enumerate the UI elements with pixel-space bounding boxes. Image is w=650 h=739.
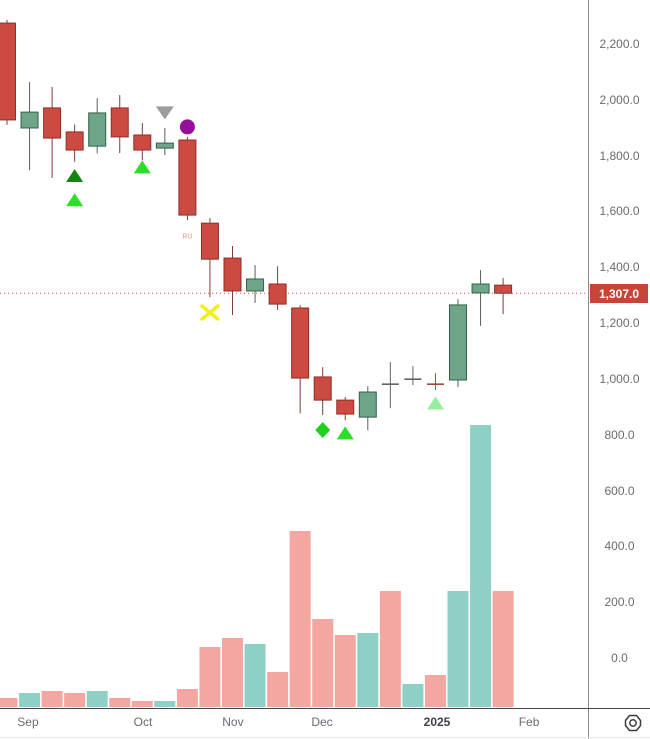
volume-bar (244, 644, 266, 707)
candle-body (43, 107, 62, 139)
candle-body (88, 112, 107, 147)
signal-triangle-up-icon (66, 193, 84, 207)
price-tick-label: 1,400.0 (599, 260, 640, 275)
candle-body (20, 111, 39, 129)
price-tick-label: 600.0 (604, 483, 635, 498)
candle-body (246, 278, 265, 292)
volume-bar (222, 638, 243, 707)
volume-bar (19, 693, 41, 707)
candle-body (449, 304, 467, 381)
volume-bar (64, 693, 86, 707)
candle-body (65, 131, 84, 151)
candle-body (494, 284, 513, 294)
signal-triangle-up-icon (426, 396, 444, 410)
signal-triangle-up-icon (133, 160, 151, 174)
price-tick-label: 1,800.0 (599, 148, 640, 163)
candlestick-pane[interactable]: RU (0, 0, 588, 708)
price-axis-border (588, 0, 589, 739)
last-price-badge: 1,307.0 (590, 284, 648, 303)
time-tick-label: 2025 (423, 715, 451, 729)
volume-bar (109, 698, 131, 707)
candle-body (471, 283, 490, 294)
volume-bar (289, 531, 311, 707)
volume-bar (41, 691, 63, 707)
candle-body (110, 107, 129, 138)
volume-bar (86, 691, 108, 707)
volume-bar (312, 619, 334, 707)
window-bottom-edge (0, 737, 650, 738)
time-tick-label: Feb (518, 715, 540, 729)
volume-bar (357, 633, 379, 707)
volume-bar (154, 701, 176, 707)
volume-bar (379, 591, 401, 707)
volume-bar (0, 698, 18, 707)
price-tick-label: 2,000.0 (599, 92, 640, 107)
last-price-value: 1,307.0 (598, 286, 640, 301)
price-tick-label: 0.0 (611, 650, 628, 665)
price-tick-label: 800.0 (604, 427, 635, 442)
candle-body (291, 307, 310, 379)
time-axis-border (0, 708, 650, 709)
axis-corner (589, 709, 650, 737)
price-tick-label: 400.0 (604, 539, 635, 554)
signal-triangle-down-icon (155, 106, 174, 120)
time-tick-label: Sep (17, 715, 39, 729)
volume-bar (424, 675, 446, 707)
candle-body (336, 399, 355, 415)
volume-bar (492, 591, 514, 707)
signal-triangle-up-icon (336, 426, 354, 440)
signal-label: RU (182, 234, 192, 241)
price-tick-label: 2,200.0 (599, 37, 640, 51)
price-tick-label: 1,600.0 (599, 204, 640, 219)
volume-bar (447, 591, 469, 707)
candle-body (313, 376, 332, 401)
signal-triangle-up-icon (66, 169, 84, 183)
candle-body (178, 139, 197, 216)
price-tick-label: 1,200.0 (599, 316, 640, 331)
volume-bar (470, 425, 492, 707)
volume-bar (176, 689, 198, 707)
candle-body (358, 391, 377, 418)
signal-circle-icon (179, 119, 195, 135)
candle-body (155, 142, 174, 149)
price-axis[interactable]: 2,200.0 2,000.0 1,800.0 1,600.0 1,400.0 1,200… (589, 0, 650, 708)
candle-body (133, 134, 152, 151)
volume-bar (402, 684, 424, 707)
price-tick-label: 200.0 (604, 595, 635, 610)
time-tick-label: Oct (133, 715, 153, 729)
signal-diamond-icon (315, 421, 331, 438)
volume-bar (199, 647, 221, 707)
octagon-eye-logo[interactable] (622, 712, 644, 734)
candle-body (268, 283, 287, 305)
time-tick-label: Dec (311, 715, 333, 729)
time-tick-label: Nov (222, 715, 244, 729)
price-tick-label: 1,000.0 (599, 371, 640, 386)
candle-body (200, 222, 219, 260)
time-axis[interactable]: Sep Oct Nov Dec 2025 Feb (0, 709, 588, 739)
signal-x-icon (200, 304, 220, 321)
volume-bar (334, 635, 356, 707)
volume-bar (267, 672, 289, 707)
volume-bar (131, 701, 153, 707)
candle-body (0, 22, 16, 121)
candle-body (223, 257, 242, 292)
